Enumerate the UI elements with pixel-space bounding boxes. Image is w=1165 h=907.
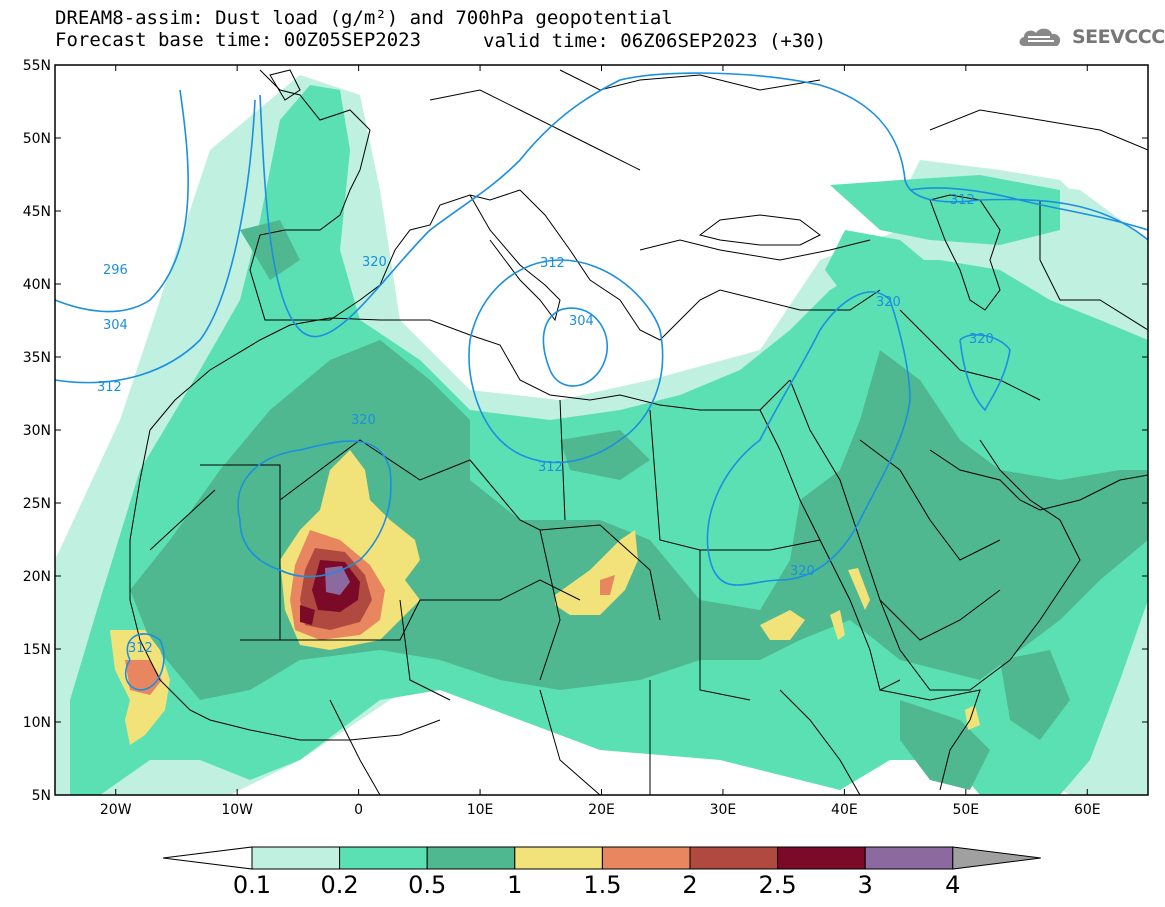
- colorbar-label: 1: [507, 871, 522, 899]
- colorbar-label: 4: [945, 871, 960, 899]
- lon-label: 50E: [952, 802, 979, 818]
- colorbar-label: 2: [682, 871, 697, 899]
- lat-label: 15N: [23, 642, 51, 658]
- latitude-axis: 55N 50N 45N 40N 35N 30N 25N 20N 15N 10N 5N: [23, 58, 1148, 804]
- contour-label-320-iran: 320: [969, 332, 994, 347]
- contour-label-312-med: 312: [540, 256, 565, 271]
- geopotential-contours: [55, 72, 1148, 691]
- contour-label-304: 304: [103, 318, 128, 333]
- colorbar-label: 2.5: [759, 871, 797, 899]
- lat-label: 55N: [23, 58, 51, 74]
- contour-label-320-sudan: 320: [790, 564, 815, 579]
- contour-label-304-med: 304: [569, 314, 594, 329]
- contour-label-320-turkey: 320: [876, 295, 901, 310]
- lon-label: 60E: [1074, 802, 1101, 818]
- contour-label-320-sahara: 320: [351, 413, 376, 428]
- lon-label: 10W: [221, 802, 253, 818]
- logo-text: SEEVCCC: [1072, 26, 1165, 48]
- contour-label-312-west: 312: [97, 380, 122, 395]
- contour-label-312-caspian: 312: [950, 193, 975, 208]
- lat-label: 20N: [23, 569, 51, 585]
- colorbar-label: 0.1: [233, 871, 271, 899]
- lat-label: 50N: [23, 131, 51, 147]
- dust-load-map: 296 304 312 320 320 312 304 312 320 312 …: [23, 58, 1149, 818]
- contour-label-320-spain: 320: [362, 255, 387, 270]
- lat-label: 10N: [23, 715, 51, 731]
- lat-label: 30N: [23, 423, 51, 439]
- lon-label: 20E: [588, 802, 615, 818]
- lat-label: 25N: [23, 496, 51, 512]
- lat-label: 45N: [23, 204, 51, 220]
- contour-labels: 296 304 312 320 320 312 304 312 320 312 …: [97, 193, 994, 656]
- colorbar-labels: 0.1 0.2 0.5 1 1.5 2 2.5 3 4: [233, 871, 961, 899]
- colorbar-label: 1.5: [583, 871, 621, 899]
- contour-label-296: 296: [103, 263, 128, 278]
- lon-label: 20W: [100, 802, 132, 818]
- colorbar-label: 3: [858, 871, 873, 899]
- seevccc-logo: SEEVCCC: [1016, 24, 1165, 50]
- cloud-logo-icon: [1019, 28, 1061, 46]
- colorbar-label: 0.2: [321, 871, 359, 899]
- lon-label: 10E: [467, 802, 494, 818]
- lat-label: 5N: [32, 788, 51, 804]
- contour-label-312-libya: 312: [538, 460, 563, 475]
- longitude-axis: 20W 10W 0 10E 20E 30E 40E 50E 60E: [100, 65, 1101, 818]
- coastlines-borders: [129, 69, 1148, 795]
- contour-label-312-senegal: 312: [128, 641, 153, 656]
- valid-time: valid time: 06Z06SEP2023 (+30): [483, 30, 827, 52]
- lon-label: 30E: [710, 802, 737, 818]
- map-title: DREAM8-assim: Dust load (g/m²) and 700hP…: [55, 7, 673, 29]
- colorbar-label: 0.5: [408, 871, 446, 899]
- lat-label: 40N: [23, 277, 51, 293]
- lat-label: 35N: [23, 350, 51, 366]
- map-plot-area: 296 304 312 320 320 312 304 312 320 312 …: [55, 65, 1148, 795]
- lon-label: 0: [354, 802, 363, 818]
- forecast-base-time: Forecast base time: 00Z05SEP2023: [55, 29, 422, 51]
- lon-label: 40E: [831, 802, 858, 818]
